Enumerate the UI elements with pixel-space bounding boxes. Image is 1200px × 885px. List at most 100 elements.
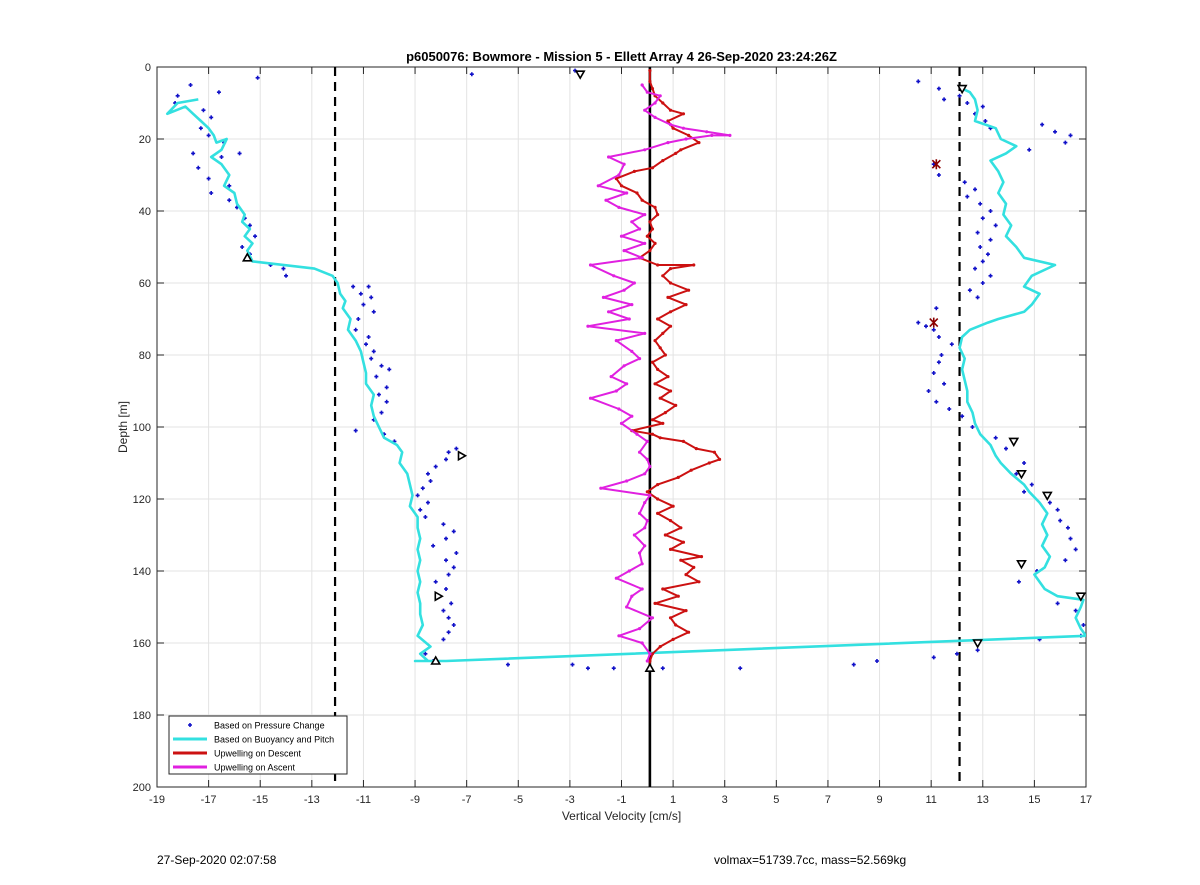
- pressure-point: [379, 363, 384, 368]
- series-point: [658, 94, 662, 98]
- x-tick-label: 11: [925, 794, 936, 806]
- y-tick-label: 80: [139, 350, 151, 362]
- pressure-point: [611, 666, 616, 671]
- pressure-point: [175, 93, 180, 98]
- series-point: [586, 324, 590, 328]
- series-point: [648, 652, 652, 656]
- series-point: [588, 263, 593, 267]
- x-tick-label: 3: [722, 794, 728, 806]
- series-point: [627, 317, 631, 321]
- series-point: [663, 533, 667, 537]
- pressure-point: [379, 410, 384, 415]
- series-point: [671, 126, 675, 130]
- pressure-point: [1016, 579, 1021, 584]
- y-tick-label: 120: [133, 494, 151, 506]
- pressure-point: [1073, 547, 1078, 552]
- series-point: [637, 227, 642, 231]
- series-point: [684, 137, 688, 141]
- pressure-point: [188, 83, 193, 87]
- series-point: [630, 303, 634, 307]
- pressure-point: [975, 295, 980, 300]
- pressure-point: [444, 587, 449, 591]
- data-layer: [166, 67, 1086, 787]
- pressure-point: [967, 288, 972, 293]
- event-marker: [929, 317, 939, 328]
- marker-group-tri-down: [574, 70, 1086, 649]
- series-point: [668, 616, 673, 620]
- series-point: [668, 267, 673, 271]
- x-tick-label: 15: [1028, 794, 1040, 806]
- marker-group-tri-left: [434, 450, 468, 602]
- pressure-point: [353, 428, 358, 433]
- series-point: [707, 461, 711, 465]
- series-point: [661, 421, 665, 425]
- series-point: [625, 605, 629, 609]
- pressure-point: [444, 558, 449, 563]
- series-point: [674, 151, 678, 155]
- event-marker: [1008, 437, 1020, 448]
- pressure-point: [364, 342, 369, 347]
- y-tick-label: 160: [133, 638, 151, 650]
- series-point: [679, 558, 683, 562]
- series-point: [643, 544, 647, 548]
- pressure-point: [441, 522, 446, 527]
- event-marker: [430, 655, 442, 665]
- pressure-point: [444, 457, 449, 462]
- pressure-point: [201, 108, 206, 113]
- legend-swatch-pressure: [188, 723, 192, 727]
- pressure-point: [931, 371, 936, 375]
- series-point: [684, 303, 688, 307]
- pressure-point: [425, 500, 430, 505]
- pressure-point: [874, 659, 879, 663]
- series-point: [599, 486, 603, 490]
- series-point: [632, 533, 637, 537]
- series-point: [666, 295, 670, 299]
- series-point: [645, 234, 649, 238]
- series-point: [656, 213, 660, 217]
- event-marker: [1075, 592, 1086, 602]
- pressure-point: [441, 637, 446, 642]
- footer-timestamp: 27-Sep-2020 02:07:58: [157, 853, 277, 867]
- series-point: [606, 155, 611, 159]
- pressure-point: [985, 252, 990, 257]
- pressure-point: [1029, 482, 1034, 487]
- pressure-point: [441, 608, 446, 613]
- series-point: [643, 108, 647, 112]
- pressure-point: [353, 327, 358, 332]
- series-point: [619, 234, 624, 238]
- series-point: [661, 587, 665, 591]
- series-point: [640, 198, 644, 202]
- series-point: [643, 241, 647, 245]
- pressure-point: [1055, 601, 1060, 606]
- series-point: [728, 133, 732, 137]
- legend-box: [168, 715, 348, 775]
- pressure-point: [931, 655, 936, 660]
- pressure-point: [936, 86, 941, 91]
- series-point: [653, 205, 657, 209]
- series-point: [681, 439, 686, 443]
- series-point: [699, 555, 704, 559]
- series-point: [617, 173, 621, 177]
- pressure-point: [975, 648, 980, 653]
- pressure-point: [366, 284, 371, 289]
- pressure-point: [1014, 471, 1019, 476]
- pressure-point: [962, 180, 967, 185]
- series-point: [640, 641, 644, 645]
- pressure-point: [451, 529, 456, 534]
- pressure-point: [936, 360, 941, 365]
- series-point: [653, 601, 657, 606]
- x-tick-label: 1: [670, 794, 676, 806]
- pressure-point: [384, 385, 389, 390]
- series-point: [681, 112, 686, 116]
- pressure-point: [965, 101, 970, 105]
- pressure-point: [433, 579, 438, 584]
- pressure-point: [469, 72, 474, 77]
- series-point: [648, 249, 652, 253]
- series-point: [686, 630, 691, 634]
- y-tick-label: 20: [139, 134, 151, 146]
- series-point: [614, 576, 618, 580]
- pressure-point: [284, 273, 289, 278]
- series-point: [637, 450, 642, 454]
- event-marker: [956, 84, 968, 95]
